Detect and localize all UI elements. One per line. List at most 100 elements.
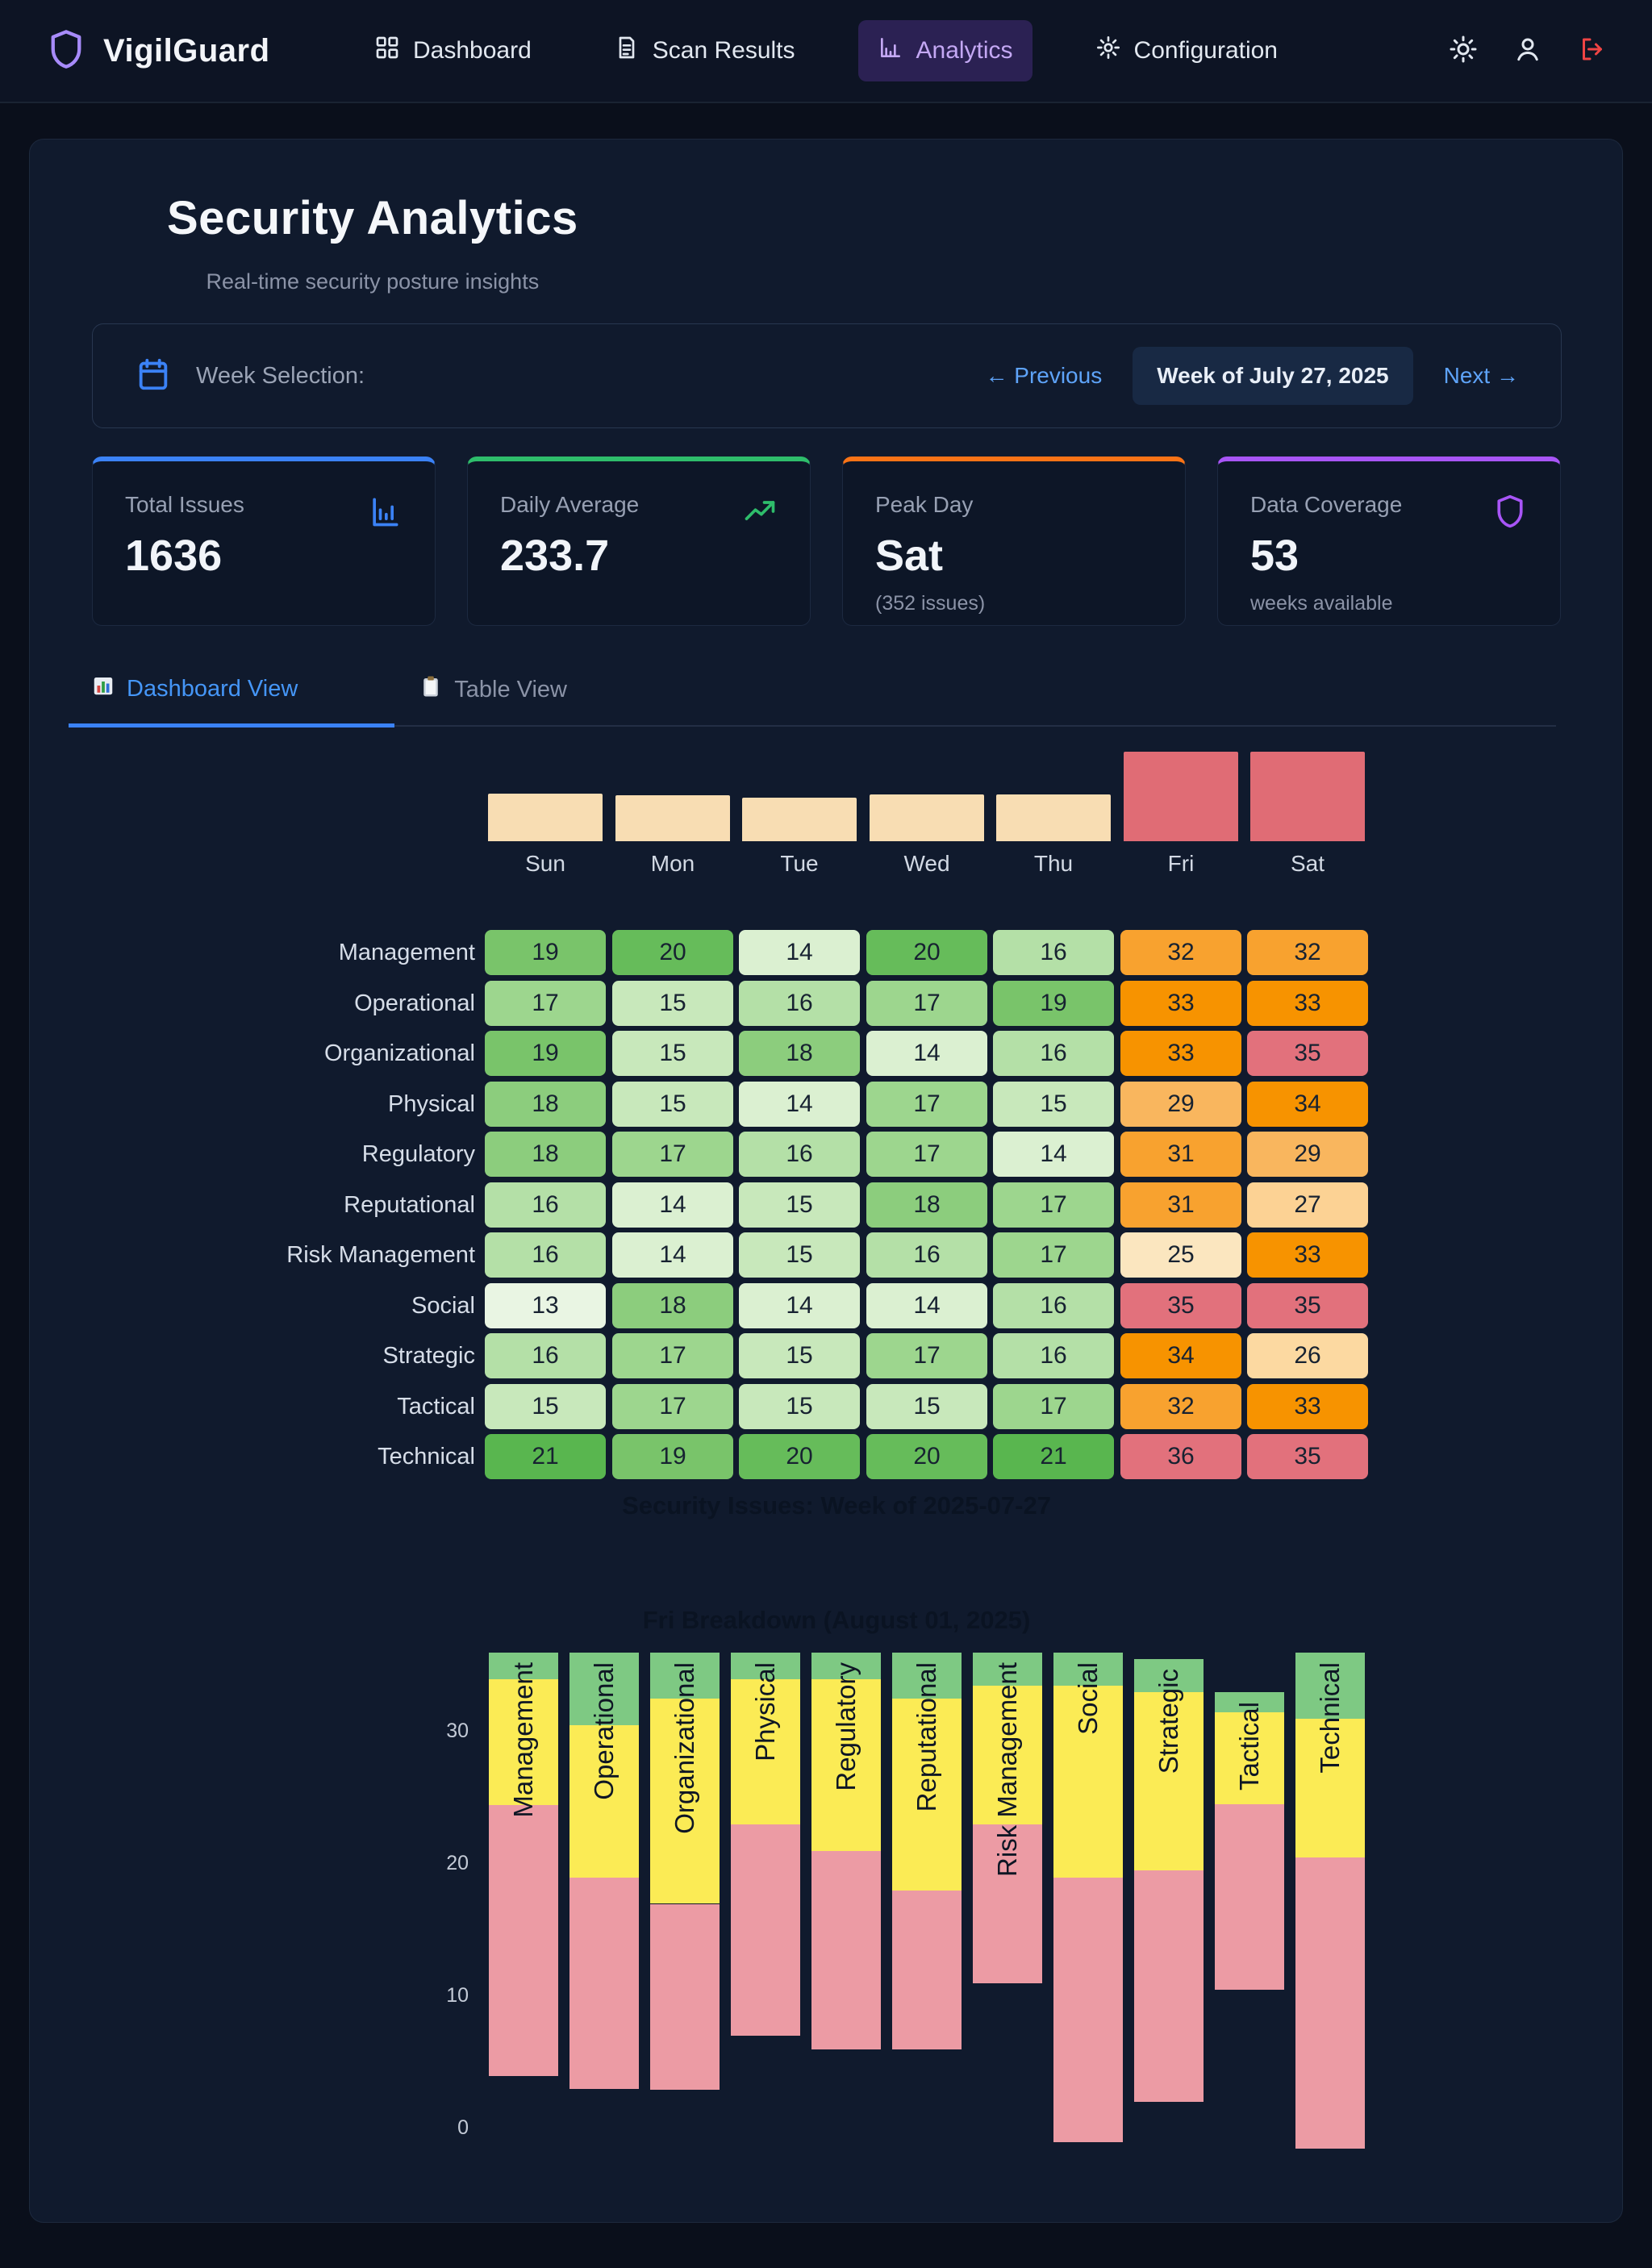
heatmap-row-label: Organizational <box>324 1040 475 1066</box>
heatmap-cell: 14 <box>612 1182 733 1228</box>
account-button[interactable] <box>1513 35 1542 68</box>
heatmap-cell: 20 <box>612 930 733 975</box>
calendar-icon <box>135 356 172 397</box>
heatmap-cell: 33 <box>1247 981 1368 1026</box>
yellow-segment <box>1295 1719 1365 1857</box>
green-segment <box>569 1653 639 1725</box>
heatmap-cell: 33 <box>1247 1384 1368 1429</box>
heatmap-cell: 17 <box>866 1333 987 1378</box>
shield-logo-icon <box>45 28 87 74</box>
y-axis-tick: 10 <box>446 1984 469 2007</box>
stats-row: Total Issues 1636 Daily Average 233.7 Peak D… <box>92 457 1561 626</box>
heatmap-cell: 15 <box>739 1384 860 1429</box>
yellow-segment <box>1134 1692 1204 1870</box>
heatmap-cell: 16 <box>485 1333 606 1378</box>
green-segment <box>973 1653 1042 1686</box>
grid-icon <box>374 35 400 67</box>
stacked-chart-title: Fri Breakdown (August 01, 2025) <box>642 1606 1031 1634</box>
heatmap-cell: 35 <box>1247 1434 1368 1479</box>
heatmap-cell: 19 <box>612 1434 733 1479</box>
nav-menu: Dashboard Scan Results Analytics Configurat… <box>0 20 1652 81</box>
bar-label: Operational <box>589 1662 619 1800</box>
bar-label: Regulatory <box>831 1662 861 1791</box>
day-label: Fri <box>1167 851 1195 876</box>
heatmap-cell: 15 <box>739 1232 860 1278</box>
bar-label: Organizational <box>670 1662 699 1834</box>
stat-value: 53 <box>1250 532 1299 580</box>
green-segment <box>489 1653 558 1679</box>
logout-button[interactable] <box>1578 35 1607 68</box>
pink-segment <box>811 1851 881 2049</box>
stacked-bar: Social <box>1053 1653 1123 2142</box>
bar-label: Tactical <box>1234 1702 1264 1791</box>
nav-item-scan-results[interactable]: Scan Results <box>594 20 815 81</box>
heatmap-cell: 14 <box>739 1283 860 1328</box>
yellow-segment <box>569 1725 639 1878</box>
bar-label: Physical <box>750 1662 780 1761</box>
yellow-segment <box>731 1679 800 1824</box>
page-header: Security Analytics Real-time security po… <box>167 191 578 294</box>
pink-segment <box>731 1824 800 2036</box>
heatmap-cell: 35 <box>1120 1283 1241 1328</box>
theme-toggle-button[interactable] <box>1449 35 1478 68</box>
day-label: Sat <box>1290 851 1325 876</box>
green-segment <box>650 1653 720 1699</box>
clipboard-icon <box>419 674 443 705</box>
document-icon <box>614 35 640 67</box>
nav-item-analytics[interactable]: Analytics <box>857 20 1032 81</box>
brand-name: VigilGuard <box>103 32 270 69</box>
day-label: Tue <box>780 851 819 876</box>
pink-segment <box>973 1824 1042 1983</box>
next-week-button[interactable]: Next → <box>1443 363 1519 388</box>
heatmap-cell: 16 <box>485 1182 606 1228</box>
heatmap-row-label: Technical <box>378 1444 475 1470</box>
day-label: Thu <box>1033 851 1074 876</box>
charts-area: Sun Mon Tue Wed Thu Fri Sat Management 19 20 14 20 1… <box>30 736 1595 2204</box>
stacked-bar: Management <box>489 1653 558 2076</box>
heatmap-cell: 17 <box>485 981 606 1026</box>
green-segment <box>892 1653 962 1699</box>
heatmap-cell: 14 <box>612 1232 733 1278</box>
heatmap-cell: 17 <box>993 1384 1114 1429</box>
stat-value: Sat <box>875 532 944 580</box>
pink-segment <box>650 1904 720 2090</box>
bar-label: Management <box>508 1662 538 1818</box>
day-label: Sun <box>525 851 565 876</box>
pink-segment <box>489 1805 558 2076</box>
heatmap-cell: 16 <box>993 1333 1114 1378</box>
page-subtitle: Real-time security posture insights <box>206 269 540 294</box>
current-week-button[interactable]: Week of July 27, 2025 <box>1133 347 1413 405</box>
day-total-bar <box>1124 752 1238 841</box>
day-total-bar <box>742 798 857 841</box>
heatmap-cell: 16 <box>993 930 1114 975</box>
y-axis-tick: 30 <box>446 1720 469 1742</box>
heatmap-cell: 14 <box>866 1031 987 1076</box>
heatmap-cell: 21 <box>485 1434 606 1479</box>
tab-table-view[interactable]: Table View <box>394 665 591 725</box>
heatmap-cell: 36 <box>1120 1434 1241 1479</box>
heatmap-cell: 14 <box>866 1283 987 1328</box>
yellow-segment <box>1215 1712 1284 1805</box>
pink-segment <box>1215 1804 1284 1990</box>
heatmap-cell: 17 <box>612 1132 733 1177</box>
heatmap-row-label: Regulatory <box>361 1141 475 1167</box>
heatmap-row-label: Physical <box>388 1091 475 1117</box>
heatmap-cell: 27 <box>1247 1182 1368 1228</box>
bar-label: Reputational <box>912 1662 941 1812</box>
heatmap-cell: 16 <box>739 1132 860 1177</box>
heatmap-row-label: Strategic <box>382 1343 475 1369</box>
heatmap-cell: 15 <box>612 1031 733 1076</box>
heatmap-row-label: Tactical <box>397 1394 475 1420</box>
pink-segment <box>892 1891 962 2049</box>
previous-week-button[interactable]: ← Previous <box>985 363 1103 388</box>
nav-item-dashboard[interactable]: Dashboard <box>355 20 551 81</box>
heatmap-cell: 35 <box>1247 1283 1368 1328</box>
brand: VigilGuard <box>45 28 270 74</box>
nav-item-configuration[interactable]: Configuration <box>1076 20 1297 81</box>
heatmap-cell: 17 <box>612 1333 733 1378</box>
heatmap-cell: 15 <box>485 1384 606 1429</box>
heatmap-cell: 17 <box>993 1182 1114 1228</box>
heatmap-cell: 29 <box>1247 1132 1368 1177</box>
tab-dashboard-view[interactable]: Dashboard View <box>69 665 395 728</box>
bar-chart-icon <box>367 494 403 533</box>
